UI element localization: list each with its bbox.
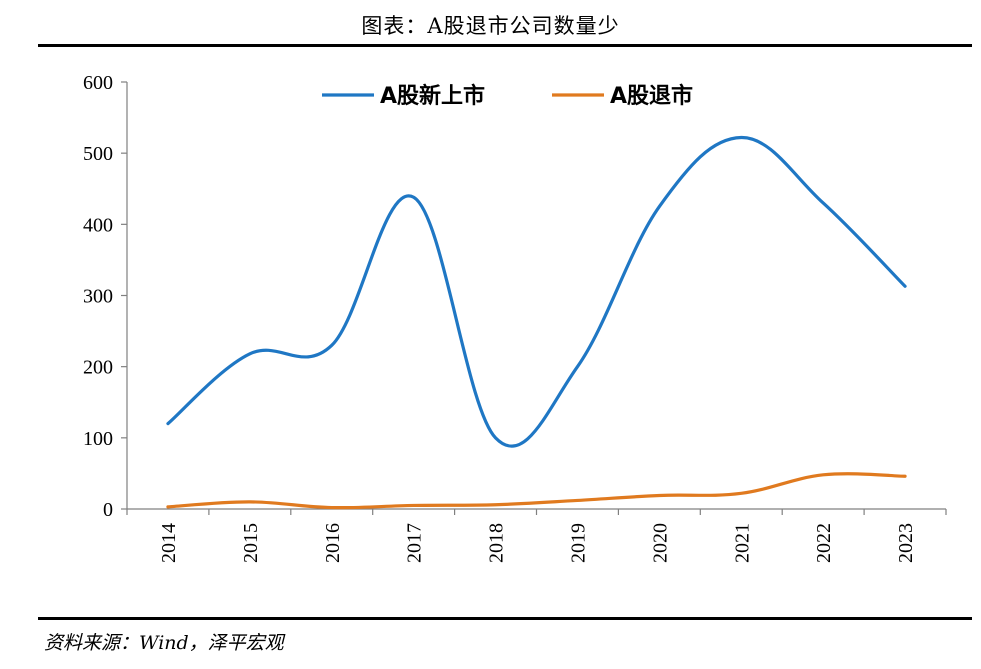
y-tick-label: 100	[83, 428, 113, 450]
x-tick-label: 2021	[731, 523, 753, 563]
x-tick-label: 2016	[322, 523, 344, 563]
x-tick-label: 2018	[486, 523, 508, 563]
x-tick-label: 2017	[404, 523, 426, 563]
x-tick-label: 2019	[567, 523, 589, 563]
x-tick-label: 2020	[649, 523, 671, 563]
series-line-2	[166, 472, 907, 510]
legend-label-1: A股新上市	[380, 83, 485, 109]
x-tick-label: 2023	[895, 523, 917, 563]
chart-title: 图表：A股退市公司数量少	[361, 14, 620, 38]
series-lines	[166, 135, 907, 510]
x-tick-label: 2014	[158, 523, 180, 563]
axes	[126, 82, 946, 510]
y-tick-label: 200	[83, 357, 113, 379]
x-tick-label: 2015	[240, 523, 262, 563]
y-tick-label: 0	[103, 499, 113, 521]
legend-label-2: A股退市	[610, 83, 693, 109]
bottom-divider	[38, 617, 972, 620]
y-tick-label: 300	[83, 286, 113, 308]
series-line-1	[166, 135, 907, 448]
y-tick-label: 400	[83, 214, 113, 236]
y-tick-label: 500	[83, 143, 113, 165]
top-divider	[38, 44, 972, 47]
legend: A股新上市 A股退市	[322, 83, 693, 109]
x-tick-label: 2022	[813, 523, 835, 563]
y-tick-label: 600	[83, 72, 113, 94]
x-axis-ticks: 2014 2015 2016 2017 2018 2019 2020 2021 2022 2023	[126, 509, 947, 563]
source-note: 资料来源：Wind，泽平宏观	[44, 632, 284, 654]
y-axis-ticks: 0 100 200 300 400 500 600	[83, 72, 127, 521]
